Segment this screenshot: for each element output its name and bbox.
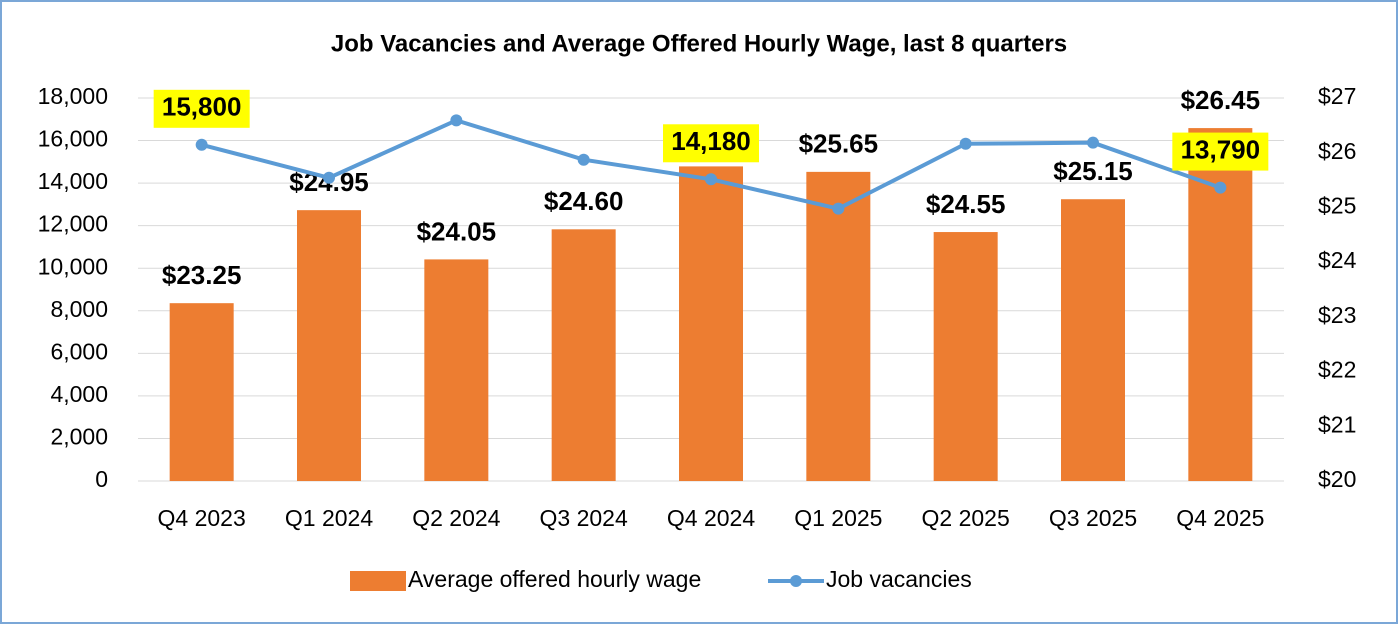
y2-tick-label: $25	[1318, 193, 1356, 219]
y-tick-label: 18,000	[38, 83, 108, 109]
x-tick-label: Q1 2024	[285, 505, 373, 531]
bar-label: $23.25	[162, 260, 242, 290]
y-tick-label: 10,000	[38, 253, 108, 279]
y-tick-label: 12,000	[38, 211, 108, 237]
y2-tick-label: $24	[1318, 247, 1357, 273]
y-tick-label: 16,000	[38, 126, 108, 152]
y-tick-label: 2,000	[50, 424, 108, 450]
x-tick-label: Q4 2025	[1176, 505, 1264, 531]
bar	[679, 166, 743, 481]
bar-label: $24.55	[926, 189, 1006, 219]
line-label: 14,180	[671, 126, 751, 156]
line-point	[450, 114, 463, 127]
y2-tick-label: $23	[1318, 302, 1356, 328]
y2-tick-label: $26	[1318, 138, 1356, 164]
bar-label: $24.05	[417, 216, 497, 246]
y2-tick-label: $20	[1318, 466, 1356, 492]
label-highlight	[153, 89, 250, 128]
x-tick-label: Q3 2024	[540, 505, 628, 531]
y2-tick-label: $27	[1318, 83, 1356, 109]
line-point	[323, 171, 335, 184]
line-point	[705, 173, 717, 186]
line-point	[832, 202, 845, 215]
label-highlight	[1172, 132, 1269, 171]
bar	[1061, 199, 1125, 481]
line-label: 15,800	[162, 92, 242, 122]
bar	[424, 259, 489, 481]
legend-label: Job vacancies	[826, 566, 972, 592]
legend-swatch	[350, 571, 406, 591]
bar	[551, 229, 616, 481]
chart-title: Job Vacancies and Average Offered Hourly…	[331, 30, 1067, 57]
line-point	[1214, 181, 1227, 194]
legend-label: Average offered hourly wage	[408, 566, 701, 592]
bar	[806, 171, 871, 481]
y-tick-label: 14,000	[38, 168, 108, 194]
x-tick-label: Q2 2024	[412, 505, 500, 531]
x-tick-label: Q4 2024	[667, 505, 755, 531]
x-tick-label: Q2 2025	[922, 505, 1010, 531]
y-tick-label: 6,000	[50, 338, 108, 364]
x-tick-label: Q1 2025	[794, 505, 882, 531]
bar-label: $25.65	[799, 129, 879, 159]
line-point	[577, 153, 590, 166]
line-point	[959, 137, 972, 150]
y2-tick-label: $22	[1318, 357, 1356, 383]
line-point	[1087, 136, 1099, 149]
bar-label: $24.60	[544, 186, 624, 216]
bar	[169, 303, 234, 481]
line-point	[195, 138, 208, 151]
y2-tick-label: $21	[1318, 411, 1356, 437]
y-tick-label: 8,000	[50, 296, 108, 322]
x-tick-label: Q3 2025	[1049, 505, 1137, 531]
bar	[297, 210, 361, 481]
x-tick-label: Q4 2023	[158, 505, 246, 531]
y-tick-label: 4,000	[50, 381, 108, 407]
label-highlight	[663, 124, 759, 163]
bar-label: $25.15	[1053, 156, 1133, 186]
bar	[933, 232, 998, 481]
line-label: 13,790	[1181, 134, 1261, 164]
bar-label: $26.45	[1181, 85, 1261, 115]
legend-swatch-point	[790, 575, 802, 587]
y-tick-label: 0	[95, 466, 108, 492]
